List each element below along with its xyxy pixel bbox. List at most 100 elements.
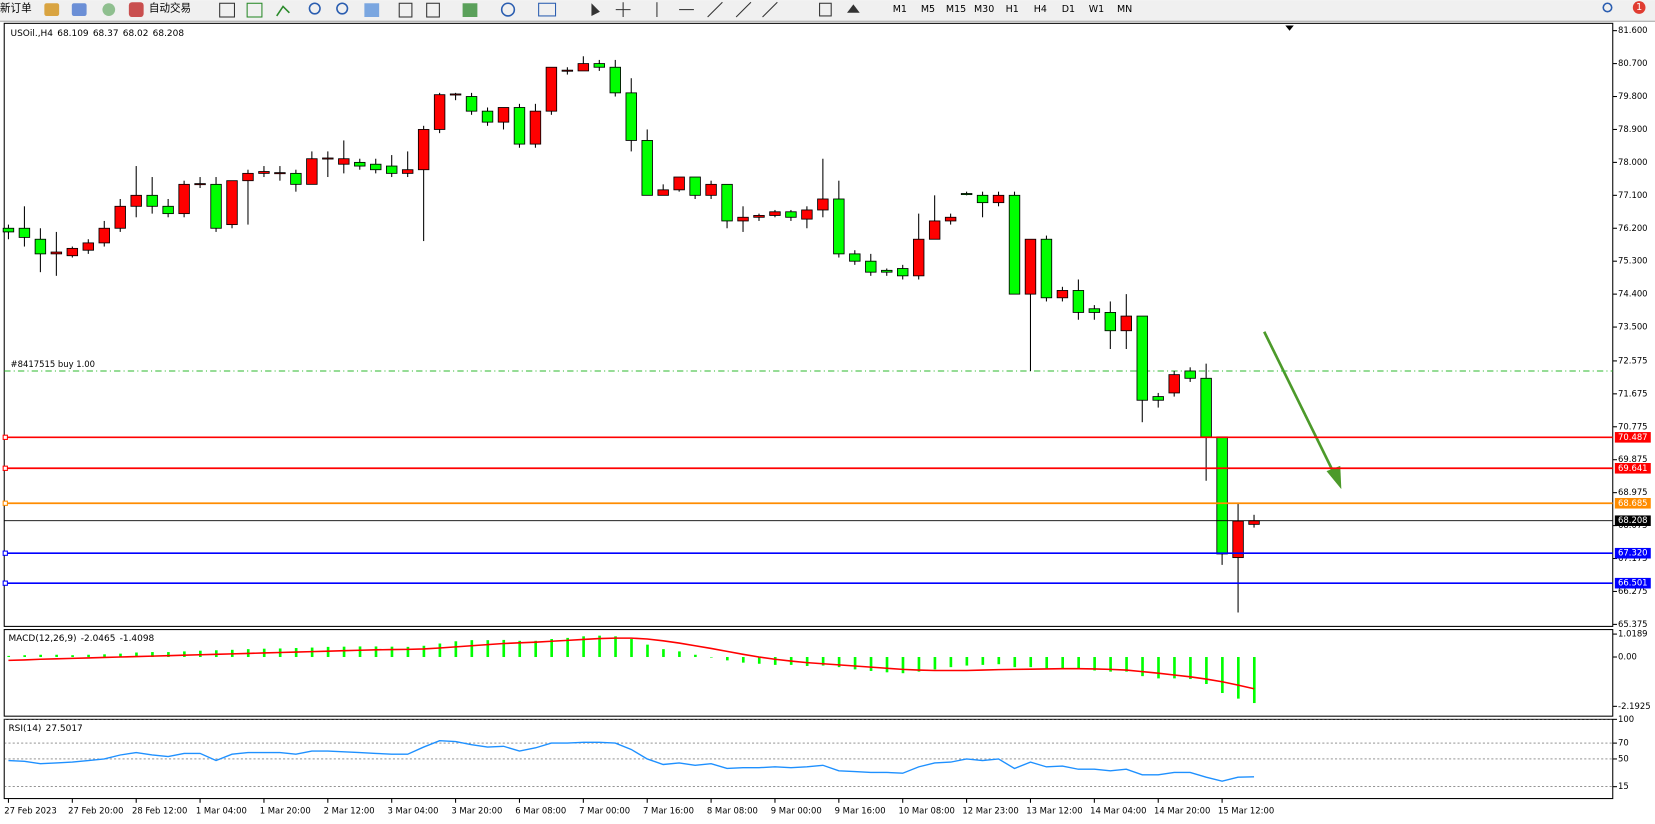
macd-bar <box>358 646 362 658</box>
icon[interactable] <box>364 3 380 17</box>
macd-bar <box>869 657 873 671</box>
macd-bar <box>694 654 697 658</box>
x-tick-label: 3 Mar 04:00 <box>387 806 438 816</box>
macd-bar <box>199 650 202 658</box>
icon[interactable] <box>462 3 478 17</box>
y-tick-label: 80.700 <box>1618 58 1648 68</box>
candle-body <box>449 93 462 96</box>
y-tick-label: -2.1925 <box>1618 701 1651 711</box>
macd-bar <box>741 657 745 663</box>
macd-bar <box>534 640 538 658</box>
timeframe-button[interactable]: H4 <box>1034 4 1047 15</box>
channel-tool[interactable] <box>735 1 752 18</box>
level-label: 67.320 <box>1618 548 1648 558</box>
timeframe-button[interactable]: M15 <box>946 4 966 15</box>
icon[interactable] <box>426 2 440 18</box>
timeframe-button[interactable]: W1 <box>1089 4 1104 15</box>
auto-trading-icon[interactable] <box>128 2 144 17</box>
timeframe-button[interactable]: M5 <box>921 4 935 15</box>
header-value: 68.208 <box>153 28 185 38</box>
macd-bar <box>7 655 11 658</box>
y-tick-label: 72.575 <box>1618 355 1648 365</box>
candle-body <box>258 171 270 174</box>
icon[interactable] <box>44 3 60 16</box>
level-tag <box>1614 497 1651 509</box>
x-tick-label: 14 Mar 20:00 <box>1154 806 1210 816</box>
header-value: 68.37 <box>93 28 119 38</box>
candle-body <box>1216 436 1228 555</box>
y-tick-label: 74.400 <box>1618 289 1648 299</box>
new-order-button[interactable]: 新订单 <box>0 2 32 15</box>
macd-bar <box>837 657 841 668</box>
label-tool[interactable] <box>819 2 832 17</box>
icon[interactable] <box>71 3 87 16</box>
x-tick-label: 10 Mar 08:00 <box>898 806 954 816</box>
zoom-out[interactable] <box>336 2 349 15</box>
macd-bar <box>1093 657 1096 671</box>
auto-trading-button[interactable]: 自动交易 <box>149 2 191 15</box>
x-tick-label: 27 Feb 2023 <box>4 806 57 816</box>
x-tick-label: 2 Mar 12:00 <box>324 806 375 816</box>
candle-body <box>146 194 158 207</box>
candle-body <box>306 158 318 185</box>
macd-bar <box>646 644 649 658</box>
icon[interactable] <box>246 2 263 18</box>
icon[interactable] <box>219 2 235 18</box>
macd-bar <box>678 651 681 658</box>
x-tick-label: 7 Mar 16:00 <box>643 806 694 816</box>
level-handle <box>2 465 8 471</box>
level-handle <box>2 434 8 440</box>
timeframe-button[interactable]: M1 <box>893 4 907 15</box>
candle-body <box>593 63 606 68</box>
macd-bar <box>326 646 330 658</box>
fibo-tool[interactable] <box>762 1 778 18</box>
y-tick-label: 70 <box>1618 738 1629 748</box>
icon[interactable] <box>276 5 290 17</box>
icon[interactable] <box>102 3 116 16</box>
candle-body <box>817 198 829 211</box>
macd-bar <box>885 657 889 673</box>
timeframe-button[interactable]: MN <box>1117 4 1132 15</box>
candle-body <box>561 69 574 72</box>
candle-body <box>944 216 957 222</box>
trendline-tool[interactable] <box>707 1 723 18</box>
annotation-arrow-head <box>1326 465 1342 490</box>
macd-bar <box>981 657 985 665</box>
icon[interactable] <box>398 2 413 18</box>
header-title: USOil.,H4 <box>11 28 54 38</box>
macd-bar <box>1077 657 1080 670</box>
rsi-line <box>8 740 1255 782</box>
macd-bar <box>151 652 154 658</box>
x-tick-label: 28 Feb 12:00 <box>132 806 187 816</box>
candle-body <box>881 269 893 273</box>
order-label: #8417515 buy 1.00 <box>11 359 95 369</box>
macd-bar <box>1252 657 1256 704</box>
candle-body <box>928 220 941 240</box>
y-tick-label: 1.0189 <box>1618 629 1648 639</box>
arrow-tool[interactable] <box>847 4 860 13</box>
timeframe-button[interactable]: D1 <box>1062 4 1075 15</box>
candle-body <box>226 180 238 226</box>
candle-body <box>976 194 989 204</box>
y-tick-label: 15 <box>1618 781 1629 791</box>
candle-body <box>322 157 334 160</box>
icon[interactable] <box>500 2 516 17</box>
search[interactable] <box>1602 2 1613 13</box>
candle-body <box>1168 374 1180 394</box>
candle-body <box>433 94 446 130</box>
crosshair-tool[interactable] <box>615 2 631 17</box>
icon[interactable] <box>538 2 557 17</box>
notification-badge[interactable] <box>1632 1 1646 14</box>
level-handle <box>2 500 8 506</box>
cursor-tool[interactable] <box>591 3 600 16</box>
candle-body <box>577 63 590 72</box>
macd-bar <box>422 645 426 658</box>
y-tick-label: 100 <box>1618 714 1634 724</box>
zoom-in[interactable] <box>308 2 321 15</box>
candle-body <box>34 238 47 255</box>
candle-body <box>66 247 79 257</box>
bid-tag <box>1614 515 1651 526</box>
timeframe-button[interactable]: M30 <box>974 4 994 15</box>
timeframe-button[interactable]: H1 <box>1006 4 1019 15</box>
